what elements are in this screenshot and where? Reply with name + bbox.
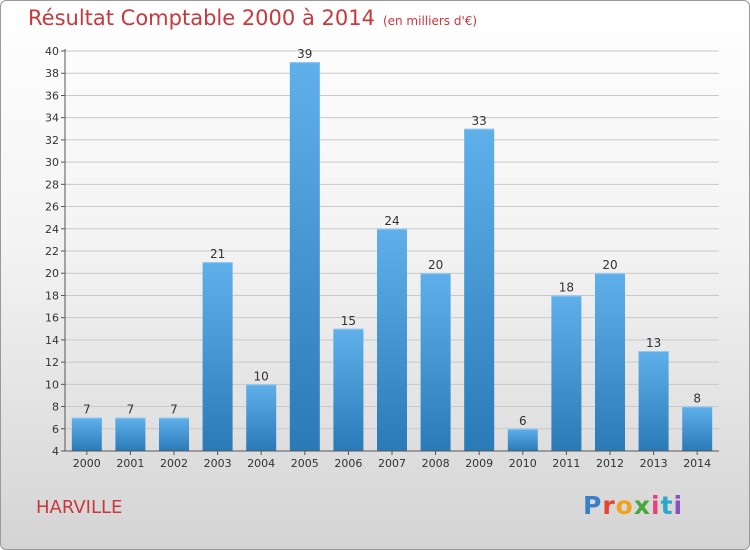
x-tick-label: 2003 <box>204 457 232 470</box>
bar <box>595 273 625 451</box>
proxiti-logo: Proxiti <box>583 491 683 520</box>
bar <box>420 273 451 451</box>
value-label: 33 <box>472 114 487 128</box>
bars <box>71 62 713 451</box>
logo-letter: o <box>615 491 634 520</box>
x-tick-label: 2007 <box>378 457 406 470</box>
value-label: 39 <box>297 47 312 61</box>
value-labels: 7 7 7 21 10 39 15 24 20 33 6 18 20 13 8 <box>83 47 701 428</box>
y-tick-label: 22 <box>45 245 59 258</box>
x-tick-label: 2001 <box>116 457 144 470</box>
y-tick-label: 16 <box>45 312 59 325</box>
title-text: Résultat Comptable 2000 à 2014 <box>28 6 375 30</box>
value-label: 21 <box>210 247 225 261</box>
bar <box>507 428 538 451</box>
y-tick-label: 8 <box>52 401 59 414</box>
y-tick-label: 24 <box>45 223 59 236</box>
y-tick-label: 32 <box>45 134 59 147</box>
y-axis-ticks: 4 6 8 10 12 14 16 18 20 22 24 26 28 30 32 34 36 38 40 <box>45 45 65 458</box>
x-tick-label: 2013 <box>640 457 668 470</box>
bar <box>159 417 189 451</box>
y-tick-label: 20 <box>45 267 59 280</box>
y-tick-label: 40 <box>45 45 59 58</box>
x-tick-label: 2004 <box>247 457 275 470</box>
value-label: 8 <box>693 392 701 406</box>
title-unit: (en milliers d'€) <box>382 14 478 28</box>
x-tick-label: 2012 <box>596 457 624 470</box>
logo-letter: r <box>602 491 616 520</box>
bar <box>289 62 320 451</box>
bar <box>551 295 582 451</box>
bar <box>638 351 669 451</box>
value-label: 20 <box>428 258 443 272</box>
value-label: 7 <box>83 403 91 417</box>
logo-letter: x <box>633 491 651 520</box>
x-tick-label: 2005 <box>291 457 319 470</box>
value-label: 6 <box>519 414 527 428</box>
value-label: 20 <box>602 258 617 272</box>
x-tick-label: 2008 <box>422 457 450 470</box>
y-tick-label: 34 <box>45 112 59 125</box>
logo-letter: P <box>583 491 603 520</box>
value-label: 13 <box>646 336 661 350</box>
bar <box>333 328 364 451</box>
x-tick-label: 2006 <box>334 457 362 470</box>
y-tick-label: 30 <box>45 156 59 169</box>
x-tick-label: 2010 <box>509 457 537 470</box>
logo-letter: i <box>651 491 661 520</box>
x-tick-label: 2009 <box>465 457 493 470</box>
bar <box>377 228 407 451</box>
bar <box>246 384 277 451</box>
bar <box>682 406 713 451</box>
value-label: 24 <box>384 214 399 228</box>
y-tick-label: 14 <box>45 334 59 347</box>
y-tick-label: 4 <box>52 445 59 458</box>
chart-title: Résultat Comptable 2000 à 2014 (en millie… <box>28 6 477 30</box>
value-label: 15 <box>341 314 356 328</box>
x-tick-label: 2002 <box>160 457 188 470</box>
value-label: 10 <box>254 369 269 383</box>
value-label: 7 <box>127 403 135 417</box>
bar <box>464 128 495 451</box>
logo-letter: i <box>673 491 684 520</box>
y-tick-label: 26 <box>45 201 59 214</box>
x-tick-label: 2014 <box>683 457 711 470</box>
bar <box>71 417 102 451</box>
x-tick-label: 2011 <box>552 457 580 470</box>
y-tick-label: 28 <box>45 178 59 191</box>
logo-letter: t <box>660 491 674 520</box>
y-tick-label: 38 <box>45 67 59 80</box>
bar <box>115 417 146 451</box>
value-label: 18 <box>559 280 574 294</box>
y-tick-label: 12 <box>45 356 59 369</box>
axes <box>64 49 719 452</box>
x-axis-ticks: 2000 2001 2002 2003 2004 2005 2006 2007 2008 2009… <box>73 451 711 470</box>
value-label: 7 <box>170 403 178 417</box>
x-tick-label: 2000 <box>73 457 101 470</box>
town-name: HARVILLE <box>36 497 123 518</box>
y-tick-label: 36 <box>45 89 59 102</box>
y-tick-label: 18 <box>45 289 59 302</box>
bar <box>202 262 233 451</box>
y-tick-label: 10 <box>45 378 59 391</box>
y-tick-label: 6 <box>52 423 59 436</box>
